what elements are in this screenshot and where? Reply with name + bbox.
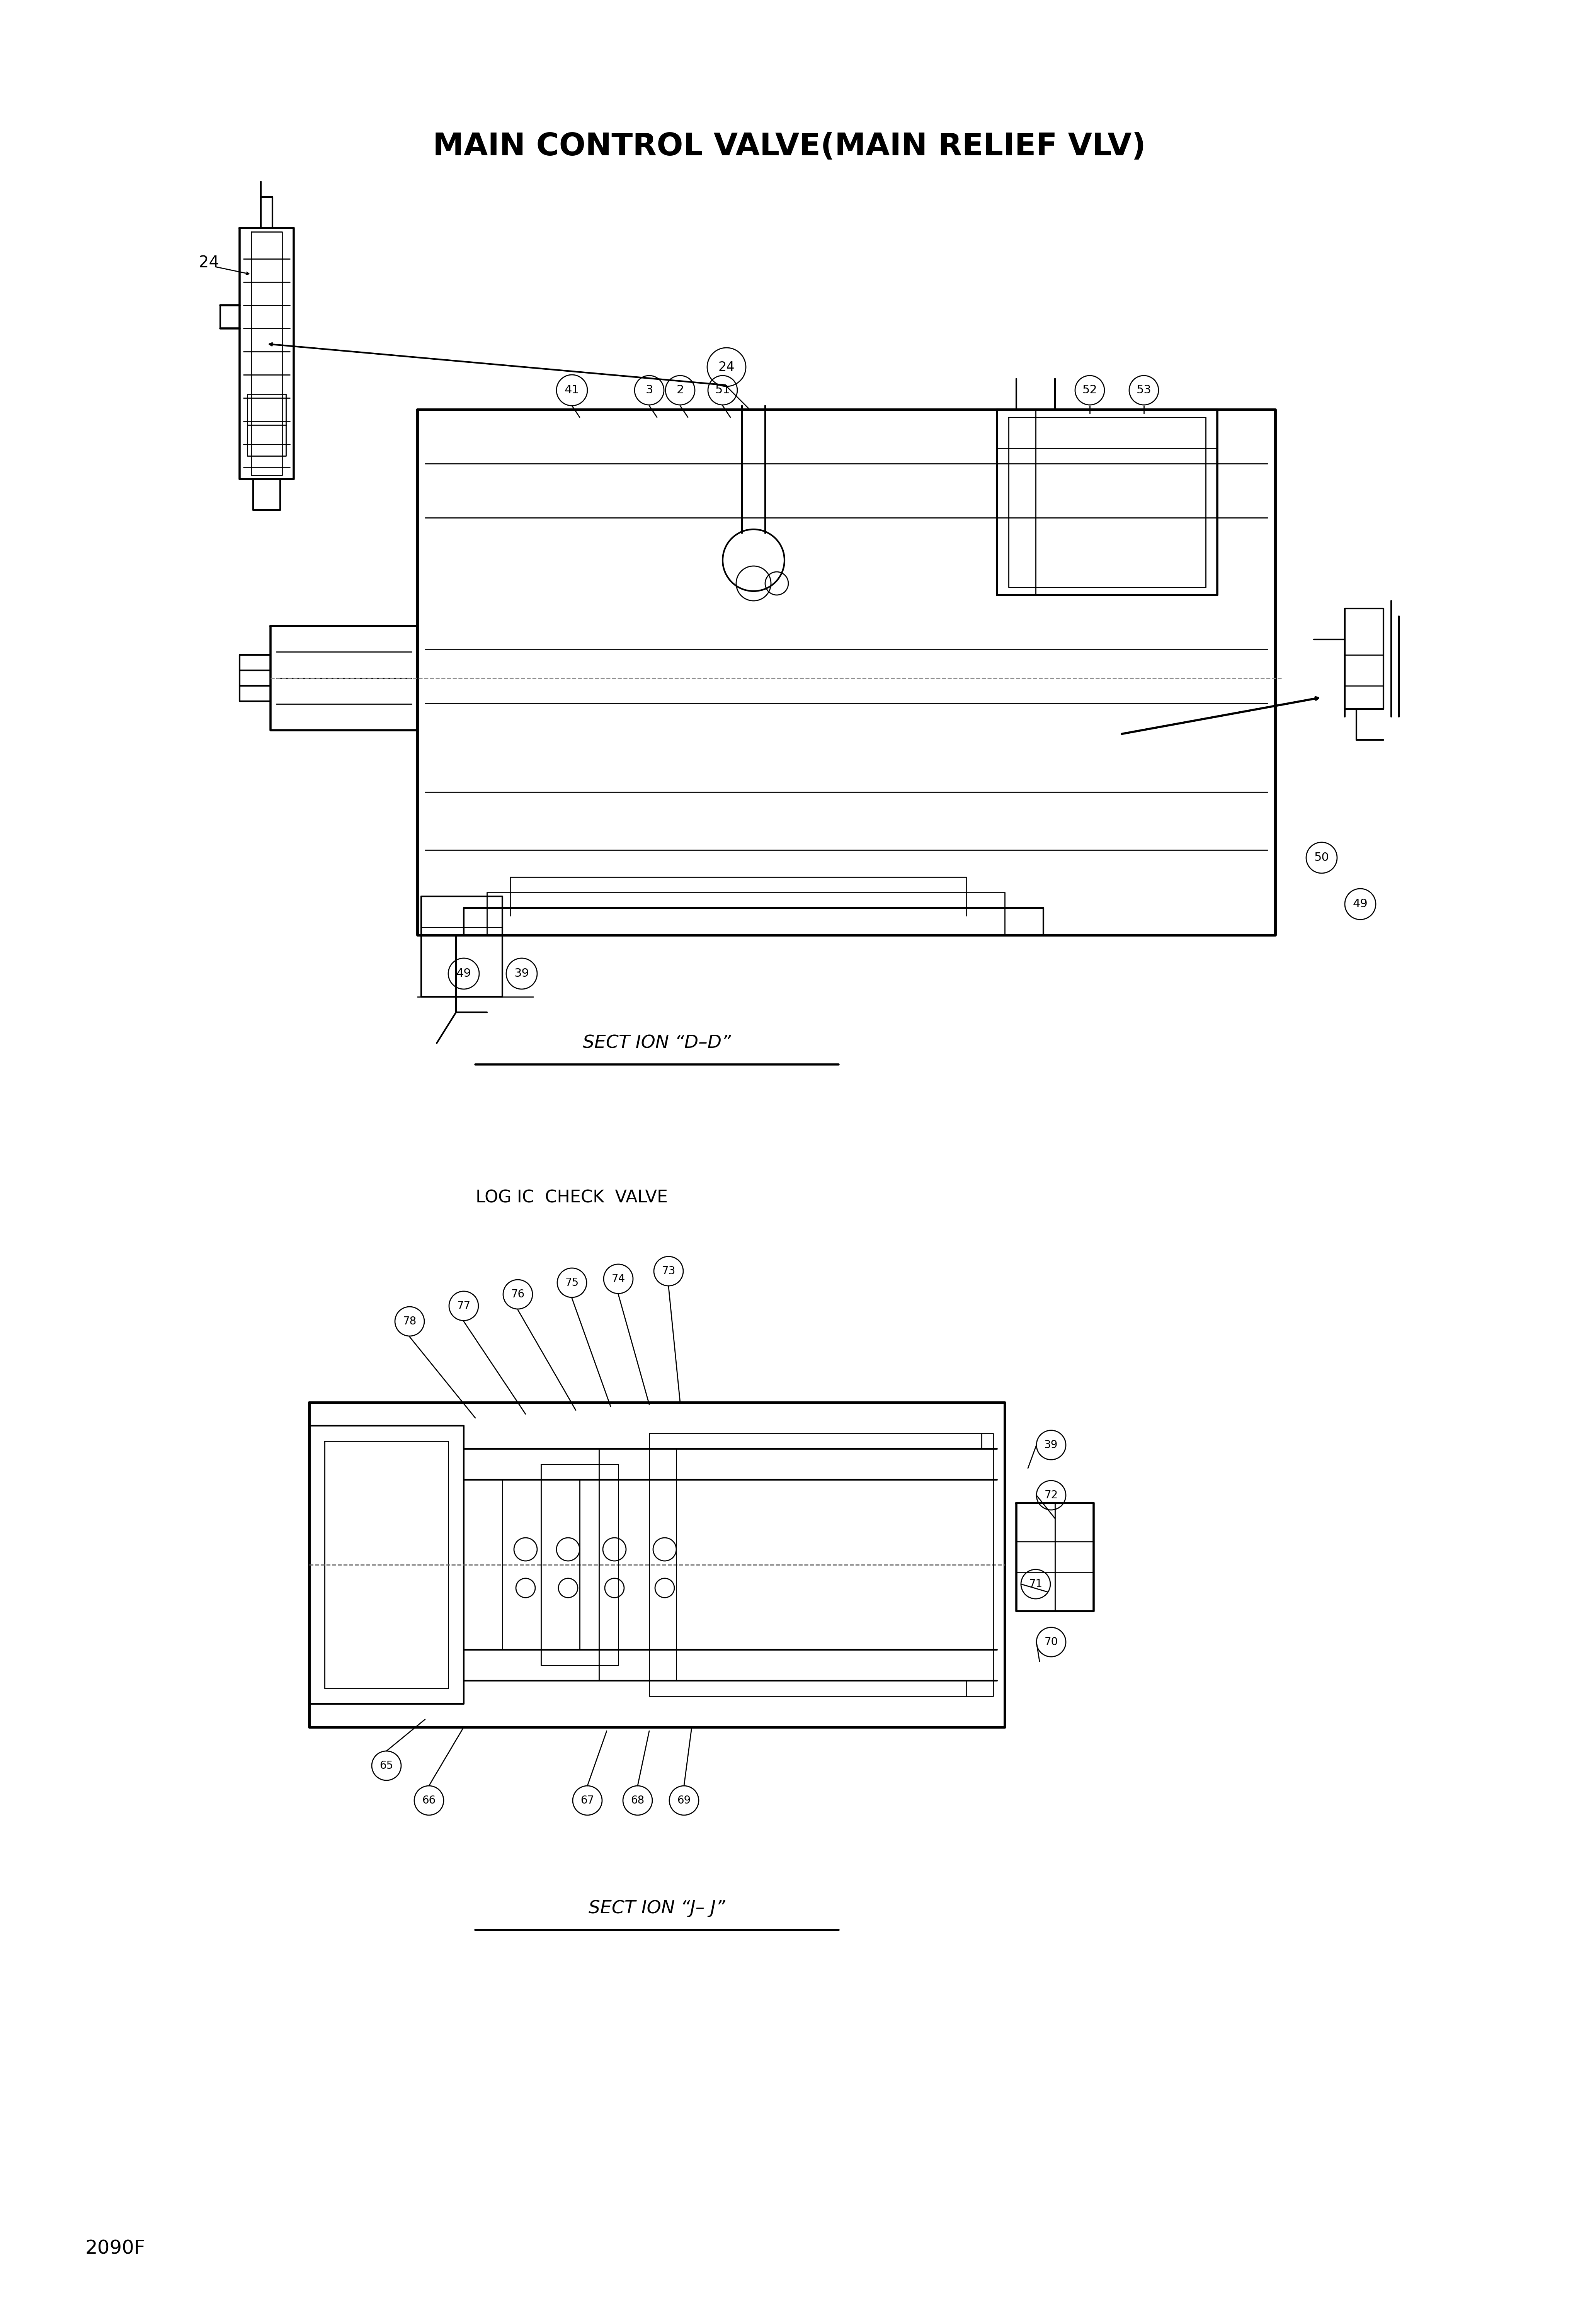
Text: 53: 53: [1137, 386, 1151, 395]
Text: 2: 2: [676, 386, 684, 395]
Text: MAIN CONTROL VALVE(MAIN RELIEF VLV): MAIN CONTROL VALVE(MAIN RELIEF VLV): [433, 132, 1146, 163]
Text: 67: 67: [581, 1794, 594, 1806]
Text: 50: 50: [1314, 853, 1330, 862]
Text: 73: 73: [662, 1267, 676, 1276]
Text: 78: 78: [403, 1315, 417, 1327]
Text: SECT ION “J– J”: SECT ION “J– J”: [589, 1901, 725, 1917]
Text: 65: 65: [379, 1759, 393, 1771]
Text: 3: 3: [646, 386, 654, 395]
Text: 2090F: 2090F: [85, 2240, 145, 2259]
Text: 74: 74: [611, 1274, 625, 1285]
Text: 75: 75: [565, 1278, 579, 1287]
Text: 49: 49: [1353, 899, 1367, 909]
Text: 70: 70: [1044, 1636, 1058, 1648]
Text: 51: 51: [715, 386, 729, 395]
Text: 39: 39: [515, 969, 529, 978]
Text: 66: 66: [422, 1794, 436, 1806]
Text: LOG IC  CHECK  VALVE: LOG IC CHECK VALVE: [475, 1190, 668, 1206]
Text: 52: 52: [1082, 386, 1097, 395]
Text: 49: 49: [456, 969, 471, 978]
Text: 71: 71: [1030, 1578, 1042, 1590]
Text: 24: 24: [199, 256, 219, 272]
Text: 72: 72: [1044, 1490, 1058, 1501]
Text: 77: 77: [456, 1301, 471, 1311]
Text: SECT ION “D–D”: SECT ION “D–D”: [583, 1034, 731, 1053]
Text: 41: 41: [564, 386, 579, 395]
Text: 76: 76: [512, 1290, 524, 1299]
Text: 39: 39: [1044, 1439, 1058, 1450]
Text: 68: 68: [632, 1794, 644, 1806]
Text: 69: 69: [677, 1794, 692, 1806]
Text: 24: 24: [718, 360, 734, 374]
